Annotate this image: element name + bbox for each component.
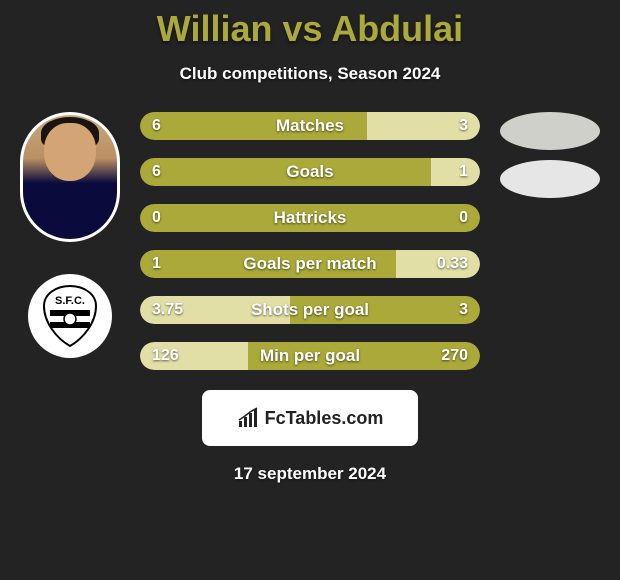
player-photo (20, 112, 120, 242)
stat-label: Hattricks (140, 204, 480, 232)
page-title: Willian vs Abdulai (0, 0, 620, 50)
stat-row: 61Goals (140, 158, 480, 186)
chart-icon (237, 407, 259, 429)
club2-logo-placeholder (500, 160, 600, 198)
player-left-column: S.F.C. (10, 112, 130, 358)
player-head-shape (44, 123, 96, 181)
footer-brand-text: FcTables.com (265, 408, 384, 429)
stat-label: Matches (140, 112, 480, 140)
club-logo-santos: S.F.C. (36, 282, 104, 350)
stat-label: Shots per goal (140, 296, 480, 324)
stat-label: Goals (140, 158, 480, 186)
footer-badge[interactable]: FcTables.com (202, 390, 418, 446)
stat-label: Goals per match (140, 250, 480, 278)
subtitle: Club competitions, Season 2024 (0, 50, 620, 84)
content-area: S.F.C. 63Matches 61Goals 00Hattricks 10.33G… (0, 112, 620, 370)
player2-photo-placeholder (500, 112, 600, 150)
svg-text:S.F.C.: S.F.C. (55, 295, 85, 307)
stat-label: Min per goal (140, 342, 480, 370)
stat-row: 3.753Shots per goal (140, 296, 480, 324)
player-photo-placeholder (23, 115, 117, 239)
player-right-column (490, 112, 610, 208)
stat-row: 63Matches (140, 112, 480, 140)
stat-row: 126270Min per goal (140, 342, 480, 370)
date-line: 17 september 2024 (0, 464, 620, 484)
comparison-container: Willian vs Abdulai Club competitions, Se… (0, 0, 620, 580)
stat-row: 10.33Goals per match (140, 250, 480, 278)
stat-rows: 63Matches 61Goals 00Hattricks 10.33Goals pe… (140, 112, 480, 370)
stat-row: 00Hattricks (140, 204, 480, 232)
club-logo: S.F.C. (28, 274, 112, 358)
